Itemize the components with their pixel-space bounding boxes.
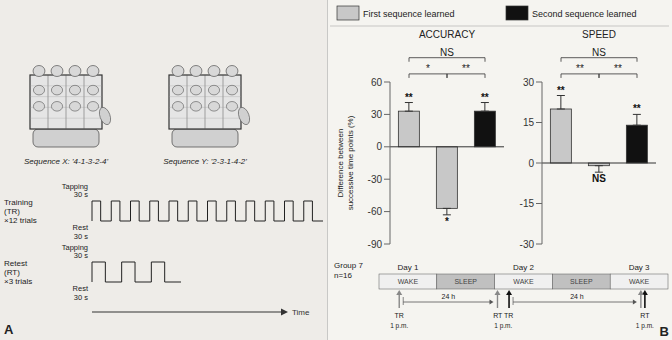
svg-text:WAKE: WAKE	[513, 278, 534, 285]
svg-text:NS: NS	[592, 47, 606, 58]
svg-text:Sequence X: '4-1-3-2-4': Sequence X: '4-1-3-2-4'	[24, 157, 108, 166]
svg-text:Day 2: Day 2	[513, 263, 534, 272]
svg-text:Difference betweensuccessive t: Difference betweensuccessive time points…	[336, 115, 355, 210]
svg-text:Sequence Y: '2-3-1-4-2': Sequence Y: '2-3-1-4-2'	[163, 157, 247, 166]
svg-text:**: **	[614, 63, 622, 74]
svg-text:Rest30 s: Rest30 s	[73, 284, 89, 302]
svg-text:**: **	[633, 103, 641, 114]
svg-text:*: *	[426, 63, 430, 74]
svg-text:Day 1: Day 1	[397, 263, 418, 272]
svg-text:-15: -15	[520, 198, 535, 209]
svg-text:Rest30 s: Rest30 s	[73, 223, 89, 241]
svg-text:NS: NS	[592, 173, 606, 184]
svg-text:SLEEP: SLEEP	[570, 278, 593, 285]
svg-text:24 h: 24 h	[570, 293, 584, 300]
svg-text:-30: -30	[368, 174, 383, 185]
svg-text:RT: RT	[640, 312, 650, 319]
svg-text:30: 30	[371, 109, 383, 120]
svg-text:60: 60	[371, 77, 383, 88]
svg-text:Time: Time	[292, 308, 310, 317]
svg-text:15: 15	[523, 117, 535, 128]
svg-text:-30: -30	[520, 239, 535, 250]
svg-text:**: **	[481, 92, 489, 103]
svg-text:**: **	[462, 63, 470, 74]
svg-text:1 p.m.: 1 p.m.	[494, 322, 512, 330]
svg-text:A: A	[8, 322, 14, 337]
svg-text:WAKE: WAKE	[398, 278, 419, 285]
svg-text:Training(TR)×12 trials: Training(TR)×12 trials	[8, 198, 37, 225]
svg-text:NS: NS	[440, 47, 454, 58]
svg-text:B: B	[660, 324, 664, 339]
svg-text:-90: -90	[368, 239, 383, 250]
svg-text:30: 30	[523, 77, 535, 88]
svg-text:Second sequence learned: Second sequence learned	[532, 9, 637, 19]
svg-text:SLEEP: SLEEP	[454, 278, 477, 285]
svg-text:24 h: 24 h	[442, 293, 456, 300]
svg-text:Tapping30 s: Tapping30 s	[62, 182, 89, 200]
svg-text:WAKE: WAKE	[629, 278, 650, 285]
svg-text:*: *	[445, 216, 449, 227]
svg-text:SPEED: SPEED	[582, 29, 616, 40]
svg-text:**: **	[405, 92, 413, 103]
svg-text:1 p.m.: 1 p.m.	[636, 322, 654, 330]
svg-text:1 p.m.: 1 p.m.	[390, 322, 408, 330]
svg-text:-60: -60	[368, 206, 383, 217]
svg-text:ACCURACY: ACCURACY	[419, 29, 475, 40]
svg-text:Retest(RT)×3 trials: Retest(RT)×3 trials	[8, 259, 32, 286]
svg-text:0: 0	[376, 141, 382, 152]
svg-text:Day 3: Day 3	[629, 263, 650, 272]
svg-text:0: 0	[528, 158, 534, 169]
svg-text:**: **	[557, 85, 565, 96]
svg-text:First sequence learned: First sequence learned	[363, 9, 455, 19]
svg-text:Tapping30 s: Tapping30 s	[62, 243, 89, 261]
svg-text:TR: TR	[395, 312, 404, 319]
svg-text:RT TR: RT TR	[493, 312, 513, 319]
svg-text:**: **	[576, 63, 584, 74]
svg-text:Group 7n=16: Group 7n=16	[334, 261, 363, 280]
